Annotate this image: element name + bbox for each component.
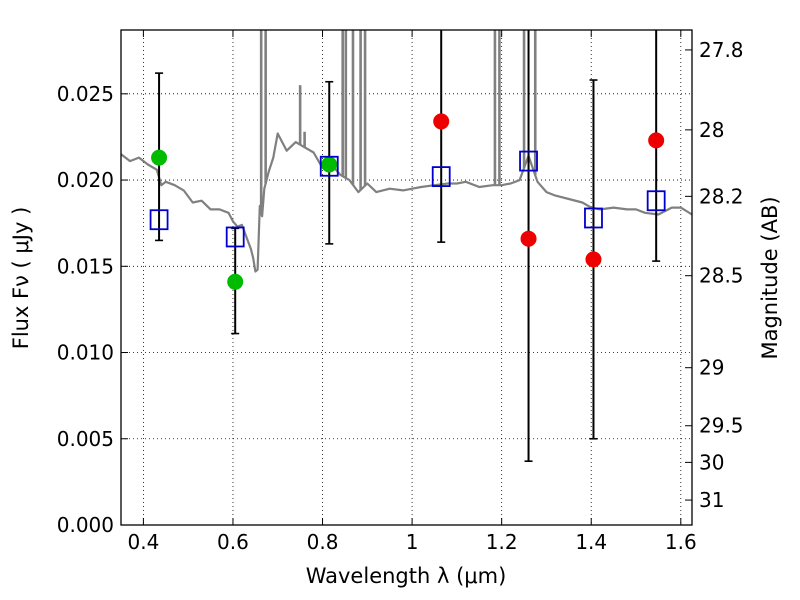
model-flux-square xyxy=(149,209,169,231)
spectrum-line xyxy=(121,132,692,273)
y-axis-title: Flux Fν ( μJy ) xyxy=(9,207,33,350)
x-tick-label: 1.2 xyxy=(486,530,518,554)
observed-flux-point xyxy=(227,273,244,290)
x-tick-label: 1.4 xyxy=(575,530,607,554)
x-tick-label: 0.4 xyxy=(127,530,159,554)
model-spectrum xyxy=(121,30,692,273)
y-tick-label: 0.005 xyxy=(57,427,114,451)
y2-tick-label: 29 xyxy=(699,356,724,380)
x-tick-label: 0.8 xyxy=(307,530,339,554)
photometry-markers xyxy=(149,113,666,290)
model-flux-square xyxy=(646,190,666,212)
y2-tick-label: 28 xyxy=(699,118,724,142)
model-flux-square xyxy=(519,150,538,172)
y2-tick-label: 27.8 xyxy=(699,38,744,62)
grid-lines xyxy=(121,30,692,526)
model-flux-square xyxy=(431,166,451,188)
y-tick-label: 0.015 xyxy=(57,254,114,278)
observed-flux-point xyxy=(585,251,602,268)
model-flux-square xyxy=(319,155,339,177)
y2-axis-ticks: 27.8 28 28.2 28.5 29 29.5 30 31 xyxy=(685,38,744,512)
y2-axis-title: Magnitude (AB) xyxy=(758,196,782,359)
x-axis-title: Wavelength λ (μm) xyxy=(306,564,507,588)
observed-flux-point xyxy=(433,113,450,130)
y2-tick-label: 28.2 xyxy=(699,184,744,208)
observed-flux-point xyxy=(321,156,338,173)
x-axis-ticks: 0.4 0.6 0.8 1 1.2 1.4 1.6 xyxy=(127,30,697,554)
y-tick-label: 0.000 xyxy=(57,513,114,537)
y-tick-label: 0.010 xyxy=(57,341,114,365)
y-axis-ticks: 0.000 0.005 0.010 0.015 0.020 0.025 xyxy=(57,82,128,537)
observed-flux-point xyxy=(520,230,537,247)
y-tick-label: 0.020 xyxy=(57,168,114,192)
y2-tick-label: 31 xyxy=(699,488,724,512)
y2-tick-label: 30 xyxy=(699,450,724,474)
plot-frame xyxy=(120,29,693,526)
model-flux-square xyxy=(584,207,603,229)
x-tick-label: 1.6 xyxy=(665,530,697,554)
observed-flux-point xyxy=(648,132,665,149)
y-tick-label: 0.025 xyxy=(57,82,114,106)
y2-tick-label: 28.5 xyxy=(699,264,744,288)
model-flux-square xyxy=(225,226,245,248)
x-tick-label: 1 xyxy=(406,530,419,554)
y2-tick-label: 29.5 xyxy=(699,414,744,438)
observed-flux-point xyxy=(151,149,168,166)
x-tick-label: 0.6 xyxy=(217,530,249,554)
